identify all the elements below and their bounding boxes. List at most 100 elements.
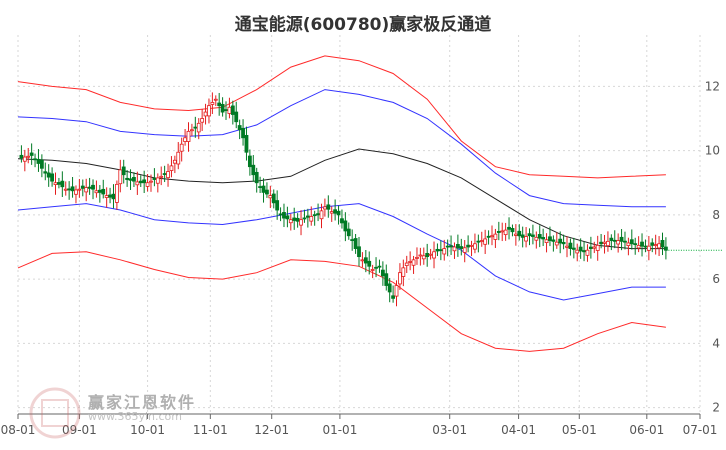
candle-body: [343, 220, 348, 232]
candle-body: [442, 248, 447, 255]
candle-body: [316, 213, 320, 216]
candle-body: [629, 239, 634, 245]
candle-body: [544, 239, 549, 243]
candle-body: [548, 236, 552, 241]
candle-body: [220, 103, 225, 113]
candle-body: [207, 105, 211, 117]
candle-body: [104, 195, 109, 198]
candle-body: [404, 262, 409, 266]
candle-body: [554, 241, 559, 246]
candle-body: [46, 172, 51, 178]
candle-body: [251, 164, 256, 176]
candle-body: [230, 105, 235, 115]
candle-body: [94, 190, 99, 194]
x-tick-label: 12-01: [254, 423, 289, 437]
candle-body: [162, 173, 167, 175]
candle-body: [558, 238, 563, 244]
candle-body: [33, 158, 37, 161]
y-tick-label: 2: [712, 401, 720, 415]
y-tick-label: 4: [712, 336, 720, 350]
candle-body: [295, 217, 300, 222]
candle-body: [507, 226, 511, 230]
candle-body: [166, 171, 170, 179]
candle-body: [438, 249, 443, 252]
candle-body: [193, 126, 198, 129]
lower-red-band: [17, 251, 666, 352]
candle-body: [660, 240, 665, 248]
x-tick-label: 03-01: [432, 423, 467, 437]
candle-body: [623, 240, 627, 243]
watermark-seal-icon: [29, 387, 81, 439]
candle-body: [469, 244, 474, 247]
candle-body: [588, 246, 593, 249]
candle-body: [159, 175, 164, 178]
candle-body: [299, 219, 303, 226]
x-tick-label: 08-01: [1, 423, 36, 437]
candle-body: [326, 204, 331, 210]
candle-body: [179, 143, 184, 152]
candle-body: [500, 230, 505, 233]
candle-body: [520, 234, 525, 238]
candle-body: [186, 130, 191, 142]
candle-body: [282, 212, 286, 219]
candle-body: [84, 187, 89, 193]
candle-body: [606, 240, 610, 247]
candle-body: [493, 233, 498, 240]
candle-body: [67, 188, 72, 191]
x-tick-label: 11-01: [193, 423, 228, 437]
x-tick-label: 04-01: [501, 423, 536, 437]
candle-body: [646, 245, 651, 251]
candle-body: [534, 236, 539, 241]
candle-body: [398, 272, 402, 285]
candle-body: [432, 251, 436, 259]
candle-body: [183, 137, 187, 142]
candle-body: [657, 243, 661, 249]
y-tick-label: 8: [712, 208, 720, 222]
candle-body: [394, 285, 399, 297]
candle-body: [138, 180, 143, 184]
candle-body: [452, 246, 457, 252]
candle-body: [367, 260, 372, 267]
candle-body: [428, 253, 433, 256]
candle-body: [476, 240, 481, 243]
candle-body: [210, 102, 215, 105]
candle-body: [551, 239, 556, 242]
candle-body: [29, 152, 34, 156]
y-tick-label: 12: [705, 79, 720, 93]
x-tick-label: 10-01: [130, 423, 165, 437]
candle-body: [70, 186, 75, 192]
candle-body: [602, 241, 607, 244]
candle-body: [244, 134, 249, 153]
x-tick-label: 07-01: [683, 423, 718, 437]
candle-body: [582, 250, 586, 253]
candle-body: [60, 180, 65, 188]
candle-body: [247, 155, 252, 168]
candle-body: [50, 173, 54, 182]
candle-body: [462, 247, 467, 253]
candle-body: [22, 156, 27, 162]
candle-body: [149, 180, 153, 183]
candle-body: [401, 267, 406, 277]
x-tick-label: 01-01: [322, 423, 357, 437]
candle-body: [421, 255, 426, 260]
candle-body: [63, 188, 68, 191]
candle-body: [387, 283, 392, 293]
candle-body: [36, 158, 41, 164]
candle-body: [571, 247, 576, 250]
candle-body: [346, 228, 351, 237]
candle-body: [626, 242, 631, 246]
moving-average-line: [17, 148, 666, 250]
candle-body: [322, 206, 327, 210]
candle-body: [125, 177, 130, 180]
candle-body: [350, 239, 355, 241]
candle-body: [26, 155, 31, 158]
candle-body: [466, 244, 471, 248]
candle-body: [633, 243, 638, 246]
candle-body: [132, 177, 136, 182]
candle-body: [357, 246, 361, 258]
candle-body: [650, 242, 655, 246]
lower-blue-band: [17, 203, 666, 301]
candle-body: [217, 102, 222, 107]
candle-body: [541, 237, 546, 240]
candle-body: [599, 241, 604, 245]
